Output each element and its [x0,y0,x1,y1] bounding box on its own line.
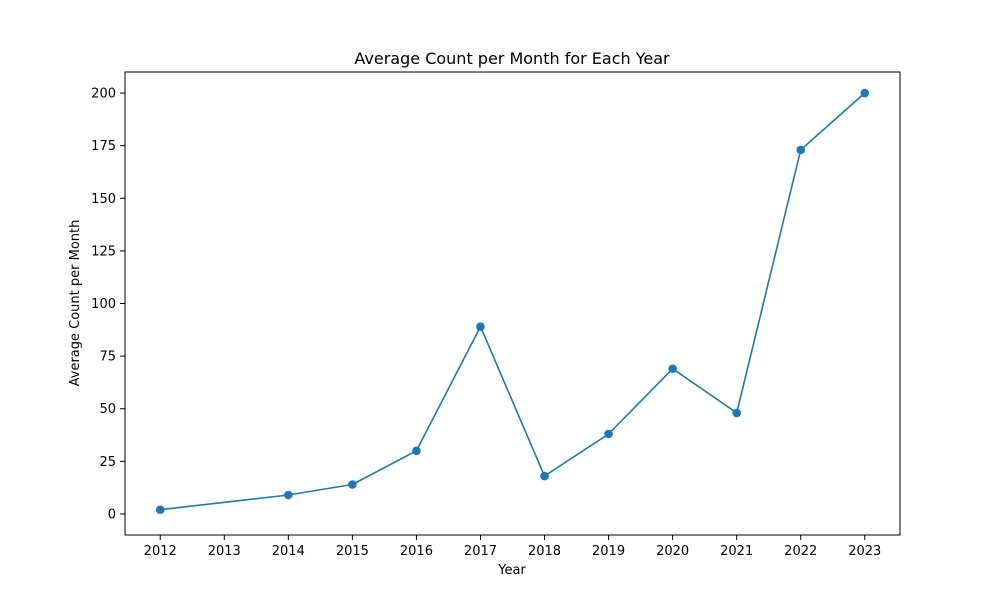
y-tick-label: 150 [91,192,116,207]
y-tick-label: 25 [99,455,116,470]
plot-area-frame [124,71,901,536]
y-tick-label: 50 [99,402,116,417]
data-point-marker [155,505,165,515]
x-tick-label: 2017 [464,544,497,559]
y-tick-label: 0 [108,507,116,522]
series-line [160,92,866,511]
chart-title: Average Count per Month for Each Year [354,49,670,68]
data-point-marker [732,408,741,418]
data-point-marker [540,471,549,481]
x-axis-ticks: 2012 2013 2014 2015 2016 2017 2018 2019 2020 2021… [144,535,881,559]
x-tick-label: 2016 [400,544,433,559]
y-tick-label: 200 [91,87,116,102]
x-tick-label: 2022 [784,544,817,559]
x-tick-label: 2021 [720,544,753,559]
x-tick-label: 2012 [144,544,177,559]
data-point-marker [348,480,357,489]
y-tick-label: 100 [91,297,116,312]
x-tick-label: 2019 [592,544,625,559]
y-axis-ticks: 0 25 50 75 100 125 150 175 200 [91,87,125,522]
data-point-marker [476,322,485,331]
y-tick-label: 175 [91,139,116,154]
y-tick-label: 125 [91,244,116,259]
x-tick-label: 2023 [848,544,881,559]
y-tick-label: 75 [99,350,116,365]
x-tick-label: 2013 [208,544,241,559]
data-point-marker [860,88,870,98]
x-tick-label: 2020 [656,544,689,559]
x-tick-label: 2018 [528,544,561,559]
x-tick-label: 2015 [336,544,369,559]
y-axis-title: Average Count per Month [68,220,83,387]
data-point-marker [604,429,613,439]
data-point-marker [284,490,293,500]
x-axis-title: Year [497,563,526,578]
data-point-marker [796,145,806,155]
data-point-marker [668,364,677,374]
x-tick-label: 2014 [272,544,305,559]
series-layer [155,88,870,515]
data-point-marker [412,446,421,456]
